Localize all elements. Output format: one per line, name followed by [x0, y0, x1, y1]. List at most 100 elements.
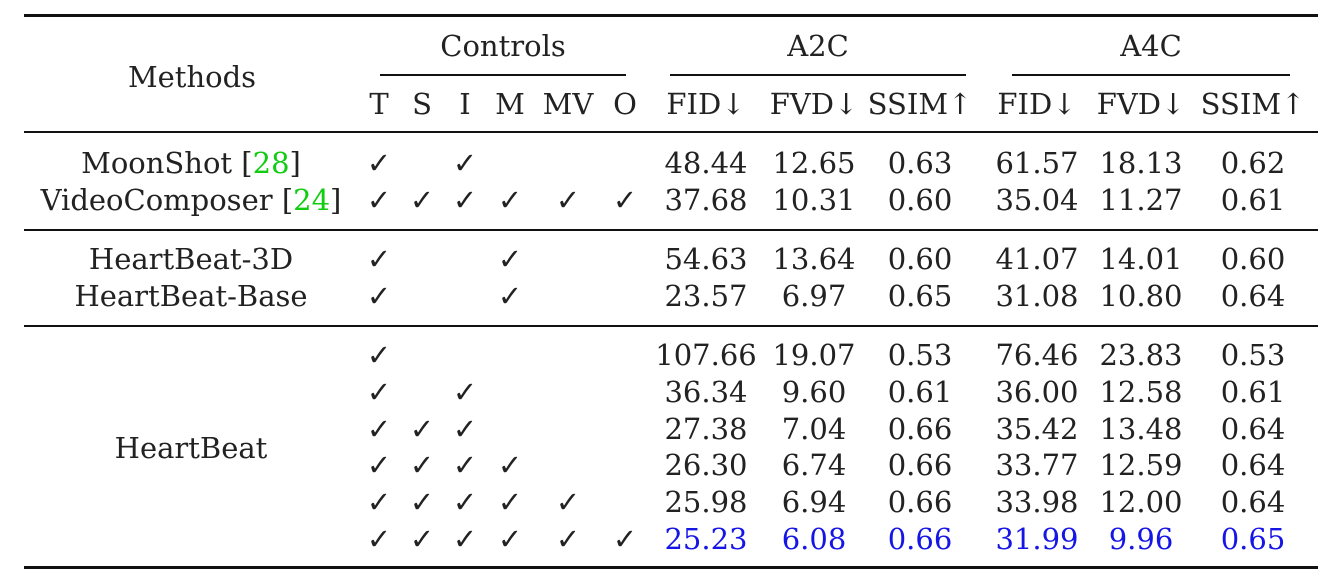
metric-value: 31.99 — [995, 522, 1079, 556]
metric-value: 0.62 — [1220, 146, 1286, 180]
metric-value: 9.60 — [781, 374, 847, 409]
group1-rule — [24, 229, 1318, 231]
metric-value: 0.64 — [1220, 485, 1286, 520]
check-mark: ✓ — [366, 374, 392, 409]
metric-value: 107.66 — [655, 338, 757, 372]
metric-value: 0.66 — [887, 522, 953, 556]
check-mark: ✓ — [452, 448, 478, 483]
metric-value: 25.98 — [664, 485, 748, 520]
citation-link[interactable]: 24 — [293, 182, 331, 217]
control-col-i: I — [459, 87, 471, 121]
metric-value: 0.66 — [887, 411, 953, 446]
a2c-header: A2C — [787, 29, 849, 63]
metric-value: 0.64 — [1220, 278, 1286, 313]
control-col-o: O — [613, 87, 637, 121]
a2c-underline — [670, 74, 966, 76]
metric-value: 6.74 — [781, 448, 847, 483]
metric-value: 25.23 — [664, 522, 748, 556]
check-mark: ✓ — [409, 522, 435, 556]
metric-value: 23.83 — [1099, 338, 1183, 372]
metric-value: 35.04 — [995, 182, 1079, 217]
metric-value: 48.44 — [664, 146, 748, 180]
metric-value: 9.96 — [1108, 522, 1174, 556]
metric-value: 6.94 — [781, 485, 847, 520]
control-col-s: S — [412, 87, 432, 121]
check-mark: ✓ — [497, 522, 523, 556]
a4c-header: A4C — [1120, 29, 1182, 63]
check-mark: ✓ — [366, 485, 392, 520]
metric-col-header: FID↓ — [997, 87, 1077, 121]
check-mark: ✓ — [452, 182, 478, 217]
metric-value: 14.01 — [1099, 242, 1183, 276]
check-mark: ✓ — [497, 448, 523, 483]
metric-value: 12.59 — [1099, 448, 1183, 483]
a4c-underline — [1012, 74, 1290, 76]
metric-value: 0.61 — [1220, 182, 1286, 217]
controls-header: Controls — [440, 29, 566, 63]
metric-value: 27.38 — [664, 411, 748, 446]
metric-value: 19.07 — [772, 338, 856, 372]
metric-value: 0.66 — [887, 485, 953, 520]
method-label: MoonShot — [81, 146, 242, 180]
metric-value: 35.42 — [995, 411, 1079, 446]
check-mark: ✓ — [497, 485, 523, 520]
check-mark: ✓ — [409, 485, 435, 520]
check-mark: ✓ — [366, 411, 392, 446]
controls-underline — [380, 74, 626, 76]
metric-value: 0.61 — [887, 374, 953, 409]
metric-value: 33.98 — [995, 485, 1079, 520]
metric-value: 54.63 — [664, 242, 748, 276]
metric-value: 33.77 — [995, 448, 1079, 483]
check-mark: ✓ — [497, 278, 523, 313]
method-label: VideoComposer — [40, 182, 282, 217]
metric-value: 31.08 — [995, 278, 1079, 313]
check-mark: ✓ — [366, 278, 392, 313]
check-mark: ✓ — [366, 338, 392, 372]
method-name: MoonShot [28] — [81, 146, 301, 180]
metric-value: 12.65 — [772, 146, 856, 180]
metric-value: 10.31 — [772, 182, 856, 217]
metric-value: 13.48 — [1099, 411, 1183, 446]
metric-value: 18.13 — [1099, 146, 1183, 180]
metric-value: 6.97 — [781, 278, 847, 313]
control-col-m: M — [495, 87, 525, 121]
metric-col-header: FID↓ — [666, 87, 746, 121]
citation-link[interactable]: 28 — [252, 146, 290, 180]
metric-value: 0.66 — [887, 448, 953, 483]
check-mark: ✓ — [366, 242, 392, 276]
control-col-t: T — [369, 87, 389, 121]
metric-col-header: SSIM↑ — [1200, 87, 1306, 121]
check-mark: ✓ — [452, 374, 478, 409]
method-name: HeartBeat-Base — [74, 278, 308, 313]
top-rule — [24, 14, 1318, 17]
method-name: VideoComposer [24] — [40, 182, 342, 217]
check-mark: ✓ — [366, 522, 392, 556]
metric-value: 61.57 — [995, 146, 1079, 180]
metric-value: 23.57 — [664, 278, 748, 313]
metric-value: 36.34 — [664, 374, 748, 409]
metric-value: 13.64 — [772, 242, 856, 276]
metric-value: 12.58 — [1099, 374, 1183, 409]
header-rule — [24, 131, 1318, 133]
metric-value: 12.00 — [1099, 485, 1183, 520]
check-mark: ✓ — [452, 485, 478, 520]
metric-value: 26.30 — [664, 448, 748, 483]
metric-value: 0.60 — [1220, 242, 1286, 276]
metric-value: 11.27 — [1099, 182, 1183, 217]
metric-col-header: FVD↓ — [769, 87, 859, 121]
metric-value: 37.68 — [664, 182, 748, 217]
metric-value: 41.07 — [995, 242, 1079, 276]
metric-value: 10.80 — [1099, 278, 1183, 313]
methods-header: Methods — [127, 60, 257, 94]
metric-value: 0.63 — [887, 146, 953, 180]
group2-rule — [24, 325, 1318, 327]
metric-value: 0.61 — [1220, 374, 1286, 409]
check-mark: ✓ — [452, 522, 478, 556]
metric-col-header: FVD↓ — [1096, 87, 1186, 121]
metric-value: 0.53 — [887, 338, 953, 372]
control-col-mv: MV — [542, 87, 594, 121]
check-mark: ✓ — [497, 242, 523, 276]
metric-value: 0.65 — [1220, 522, 1286, 556]
check-mark: ✓ — [409, 448, 435, 483]
metric-value: 0.60 — [887, 242, 953, 276]
